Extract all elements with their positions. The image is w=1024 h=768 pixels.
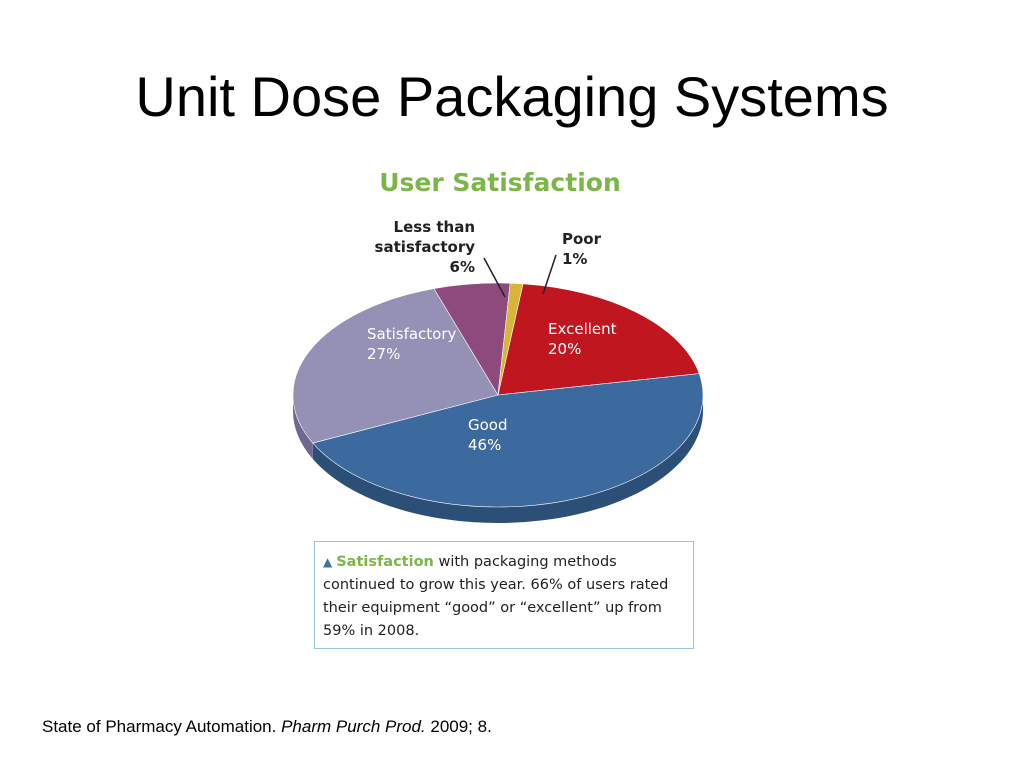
slice-value-label: 6% xyxy=(450,258,475,276)
pie-slice xyxy=(497,283,700,396)
triangle-up-icon: ▲ xyxy=(323,555,333,569)
pie-slice xyxy=(497,282,524,396)
caption-lead: Satisfaction xyxy=(336,554,434,570)
pie-slice-side xyxy=(293,395,313,460)
caption-text: with packaging methods continued to grow… xyxy=(323,554,669,639)
pie-slice-side xyxy=(312,395,703,524)
citation: State of Pharmacy Automation. Pharm Purc… xyxy=(42,716,492,738)
leader-line xyxy=(542,254,557,295)
slice-label: Good xyxy=(468,416,508,434)
slice-value-label: 27% xyxy=(367,345,400,363)
slice-label: Satisfactory xyxy=(367,325,457,343)
slice-label: Poor xyxy=(562,230,602,248)
leader-line xyxy=(483,257,506,298)
pie-slice xyxy=(312,373,704,508)
slide-title: Unit Dose Packaging Systems xyxy=(135,65,889,128)
pie-slice xyxy=(292,288,499,444)
caption-box: ▲ Satisfaction with packaging methods con… xyxy=(314,541,694,649)
slice-label: Excellent xyxy=(548,320,617,338)
citation-suffix: 2009; 8. xyxy=(425,717,492,736)
slice-value-label: 20% xyxy=(548,340,581,358)
chart-title: User Satisfaction xyxy=(379,168,621,197)
slice-value-label: 1% xyxy=(562,250,587,268)
citation-journal: Pharm Purch Prod. xyxy=(281,717,426,736)
slice-value-label: 46% xyxy=(468,436,501,454)
slice-label: Less than xyxy=(394,218,475,236)
citation-prefix: State of Pharmacy Automation. xyxy=(42,717,282,736)
slice-label: satisfactory xyxy=(375,238,476,256)
